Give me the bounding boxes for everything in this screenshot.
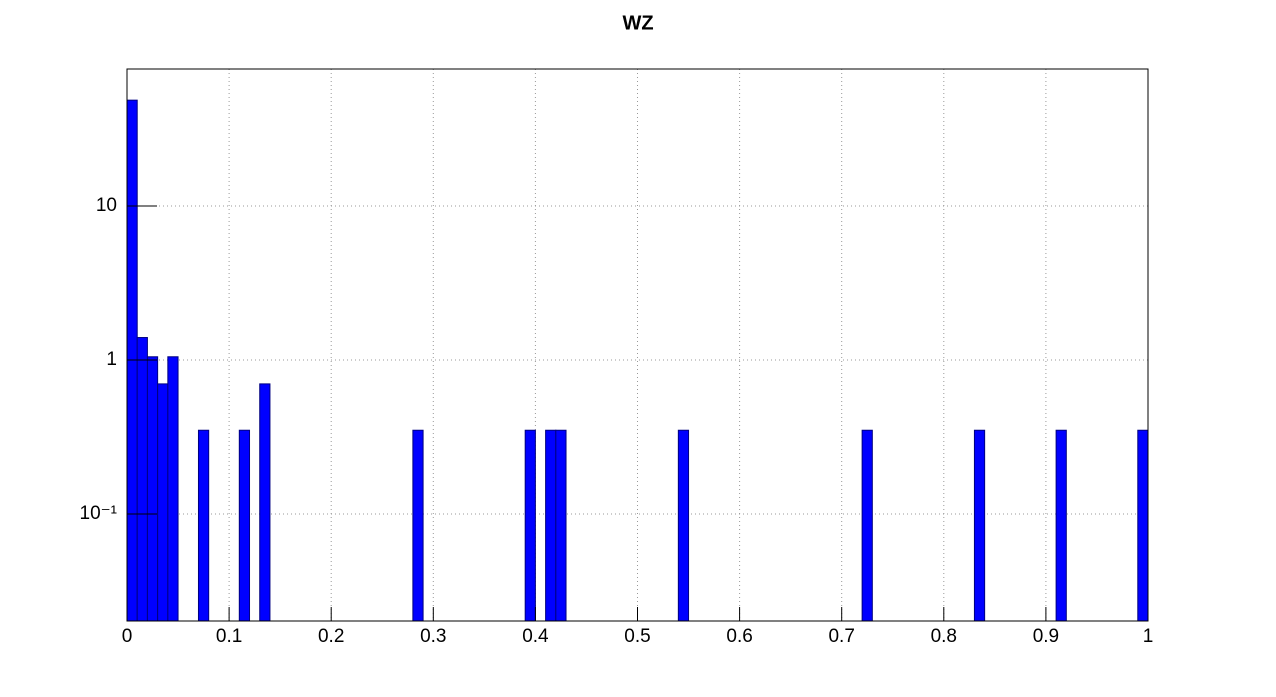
x-tick-label: 0.6 bbox=[726, 626, 752, 647]
bar bbox=[259, 383, 271, 622]
x-tick-label: 1 bbox=[1143, 626, 1154, 647]
y-tick-label: 10⁻¹ bbox=[80, 503, 118, 524]
bar bbox=[1055, 429, 1067, 622]
bar bbox=[677, 429, 690, 622]
bar bbox=[412, 429, 424, 622]
bar bbox=[1137, 429, 1149, 622]
bar bbox=[197, 429, 210, 622]
bar bbox=[157, 383, 169, 622]
x-tick-label: 0.8 bbox=[931, 626, 957, 647]
bar bbox=[524, 429, 536, 622]
x-tick-label: 0 bbox=[122, 626, 133, 647]
bar bbox=[973, 429, 986, 622]
x-tick-label: 0.9 bbox=[1033, 626, 1059, 647]
x-tick-label: 0.7 bbox=[828, 626, 854, 647]
bar bbox=[167, 356, 179, 622]
x-tick-label: 0.4 bbox=[522, 626, 549, 647]
bar bbox=[861, 429, 873, 622]
chart-title: WZ bbox=[622, 12, 653, 34]
bar bbox=[545, 429, 557, 622]
bar bbox=[126, 99, 138, 622]
bar bbox=[136, 337, 148, 622]
x-tick-label: 0.3 bbox=[420, 626, 446, 647]
bar bbox=[146, 356, 159, 622]
y-tick-label: 1 bbox=[106, 349, 117, 370]
y-tick-label: 10 bbox=[96, 195, 117, 216]
x-tick-label: 0.5 bbox=[624, 626, 650, 647]
bar bbox=[555, 429, 567, 622]
x-tick-label: 0.1 bbox=[216, 626, 242, 647]
x-tick-label: 0.2 bbox=[318, 626, 344, 647]
bar bbox=[238, 429, 251, 622]
